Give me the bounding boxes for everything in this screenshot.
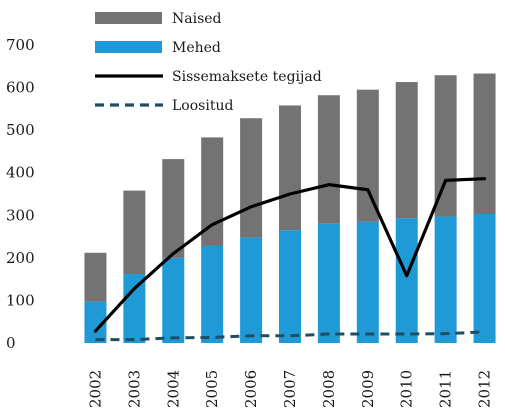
bar-naised-2005	[201, 137, 224, 246]
y-tick-label: 100	[6, 291, 35, 309]
bar-naised-2002	[84, 252, 107, 302]
bar-naised-2003	[123, 190, 146, 275]
x-tick-label: 2010	[398, 370, 416, 408]
x-axis: 2002 2003 2004 2005 2006 2007 2008 2009 2010 2011…	[86, 370, 493, 408]
bar-naised-2006	[240, 118, 263, 238]
bar-mehed-2005	[201, 245, 224, 343]
bar-naised-2004	[162, 159, 185, 258]
legend-label-mehed: Mehed	[172, 40, 221, 56]
bar-naised-2007	[279, 105, 301, 231]
x-tick-label: 2006	[242, 370, 260, 408]
line-loositud	[95, 330, 485, 342]
y-tick-label: 400	[6, 164, 35, 182]
bar-mehed-2008	[317, 223, 340, 343]
line-sissemaksete-tegijad	[93, 177, 487, 333]
x-tick-label: 2012	[476, 370, 494, 408]
y-tick-label: 200	[6, 249, 35, 267]
legend: Naised Mehed Sissemaksete tegijad Loositud	[95, 11, 322, 114]
bar-mehed-2006	[240, 237, 263, 343]
x-tick-label: 2003	[125, 370, 143, 408]
y-tick-label: 600	[6, 79, 35, 97]
x-tick-label: 2008	[320, 370, 338, 408]
y-tick-label: 500	[6, 121, 35, 139]
x-tick-label: 2009	[359, 370, 377, 408]
bar-mehed-2004	[162, 257, 185, 343]
bar-naised-2010	[395, 82, 418, 219]
bar-mehed-2007	[279, 230, 301, 343]
legend-label-loositud: Loositud	[172, 98, 233, 114]
bars-layer	[84, 73, 496, 343]
bar-naised-2012	[473, 73, 496, 215]
bar-mehed-2002	[84, 301, 107, 343]
bar-naised-2008	[317, 95, 340, 224]
bar-mehed-2003	[123, 274, 146, 343]
legend-label-naised: Naised	[172, 11, 222, 27]
x-tick-label: 2004	[164, 370, 182, 408]
bar-mehed-2012	[473, 214, 496, 343]
legend-swatch-naised	[95, 12, 162, 24]
y-tick-label: 0	[6, 334, 16, 352]
bar-mehed-2011	[434, 216, 457, 343]
legend-label-sissemaksete-tegijad: Sissemaksete tegijad	[172, 69, 322, 85]
bar-mehed-2010	[395, 218, 418, 343]
legend-swatch-mehed	[95, 41, 162, 53]
x-tick-label: 2005	[203, 370, 221, 408]
y-tick-label: 700	[6, 36, 35, 54]
y-axis: 0 100 200 300 400 500 600 700	[6, 36, 35, 352]
x-tick-label: 2002	[86, 370, 104, 408]
lines-layer	[93, 177, 487, 342]
y-tick-label: 300	[6, 206, 35, 224]
x-tick-label: 2011	[437, 370, 455, 408]
x-tick-label: 2007	[281, 370, 299, 408]
bar-naised-2009	[356, 89, 379, 222]
bar-mehed-2009	[356, 221, 379, 343]
